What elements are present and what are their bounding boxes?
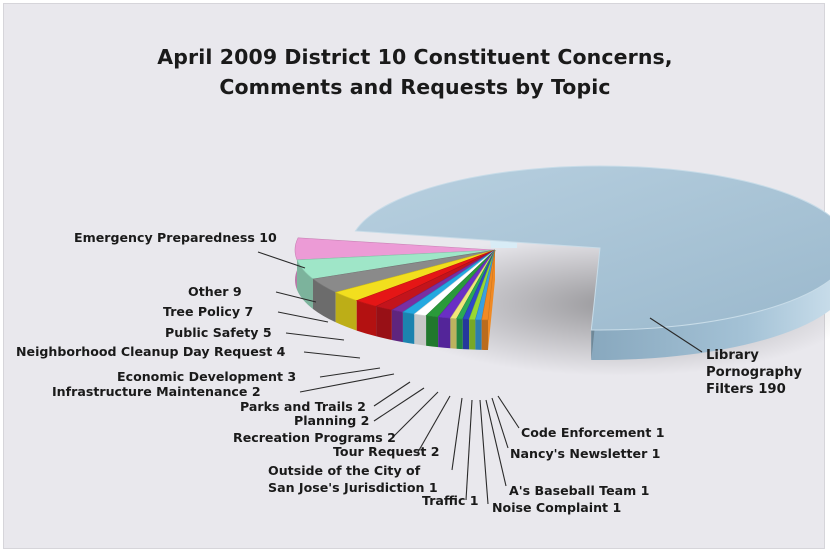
leader-outside-of-the-city-of-san-jose-s-jurisdiction [451,397,463,471]
leader-other [275,291,317,303]
slice-library-pornography-filters [354,165,830,331]
leader-lines [257,251,703,505]
slice-labels: Library Pornography Filters 190 Emergency P… [16,230,802,515]
slice-side-15 [469,319,476,350]
slice-side-11 [438,317,451,349]
label-parks-and-trails: Parks and Trails 2 [240,399,366,414]
label-other: Other 9 [188,284,242,299]
leader-recreation-programs [391,391,439,439]
slice-side-library [591,280,830,360]
leader-planning [373,387,425,422]
slice-side-7 [391,309,403,343]
label-outside-of-the-city-of-san-jose-s-jurisdiction-line-1: Outside of the City of [268,463,421,478]
slice-side-5 [356,300,377,337]
label-tour-request: Tour Request 2 [333,444,440,459]
leader-tour-request [417,395,451,453]
leader-public-safety [285,332,345,341]
label-public-safety: Public Safety 5 [165,325,272,340]
slice-code-enforcement [481,249,496,321]
leader-a-s-baseball-team [485,399,507,487]
label-tree-policy: Tree Policy 7 [163,304,253,319]
label-economic-development: Economic Development 3 [117,369,296,384]
slice-side-6 [376,306,392,340]
label-a-s-baseball-team: A's Baseball Team 1 [509,483,649,498]
label-library-pornography-filters-line-2: Pornography [706,365,802,380]
leader-neighborhood-cleanup-day-request [303,351,361,359]
slice-side-16 [475,319,482,350]
chart-title-line-1: April 2009 District 10 Constituent Conce… [157,45,673,69]
slice-side-2 [297,259,313,310]
slice-side-10 [426,315,439,348]
leader-noise-complaint [479,399,489,505]
label-infrastructure-maintenance: Infrastructure Maintenance 2 [52,384,261,399]
chart-title-line-2: Comments and Requests by Topic [219,75,611,99]
slice-side-8 [402,312,415,345]
label-outside-of-the-city-of-san-jose-s-jurisdiction-line-2: San Jose's Jurisdiction 1 [268,480,438,495]
slice-side-14 [462,319,470,350]
leader-code-enforcement [497,395,520,429]
label-library-pornography-filters-line-1: Library [706,348,759,363]
slice-side-9 [414,314,427,346]
leader-tree-policy [277,311,329,323]
label-planning: Planning 2 [294,413,369,428]
slice-side-12 [450,318,457,349]
label-noise-complaint: Noise Complaint 1 [492,500,621,515]
slice-side-17 [481,319,489,350]
label-emergency-preparedness: Emergency Preparedness 10 [74,230,277,245]
label-recreation-programs: Recreation Programs 2 [233,430,396,445]
leader-nancy-s-newsletter [491,397,509,449]
label-nancy-s-newsletter: Nancy's Newsletter 1 [510,446,660,461]
label-traffic: Traffic 1 [422,493,479,508]
leader-infrastructure-maintenance [299,373,395,393]
leader-library-pornography-filters [649,317,703,353]
leader-economic-development [319,367,381,378]
label-library-pornography-filters-line-3: Filters 190 [706,382,786,397]
slice-side-4 [335,292,357,331]
pie-tops [294,165,830,331]
leader-parks-and-trails [373,381,411,407]
slice-cut-small [488,250,495,350]
label-neighborhood-cleanup-day-request: Neighborhood Cleanup Day Request 4 [16,344,286,359]
leader-traffic [465,399,473,501]
leader-emergency-preparedness [257,251,306,269]
label-code-enforcement: Code Enforcement 1 [521,425,665,440]
slice-side-13 [456,318,463,350]
